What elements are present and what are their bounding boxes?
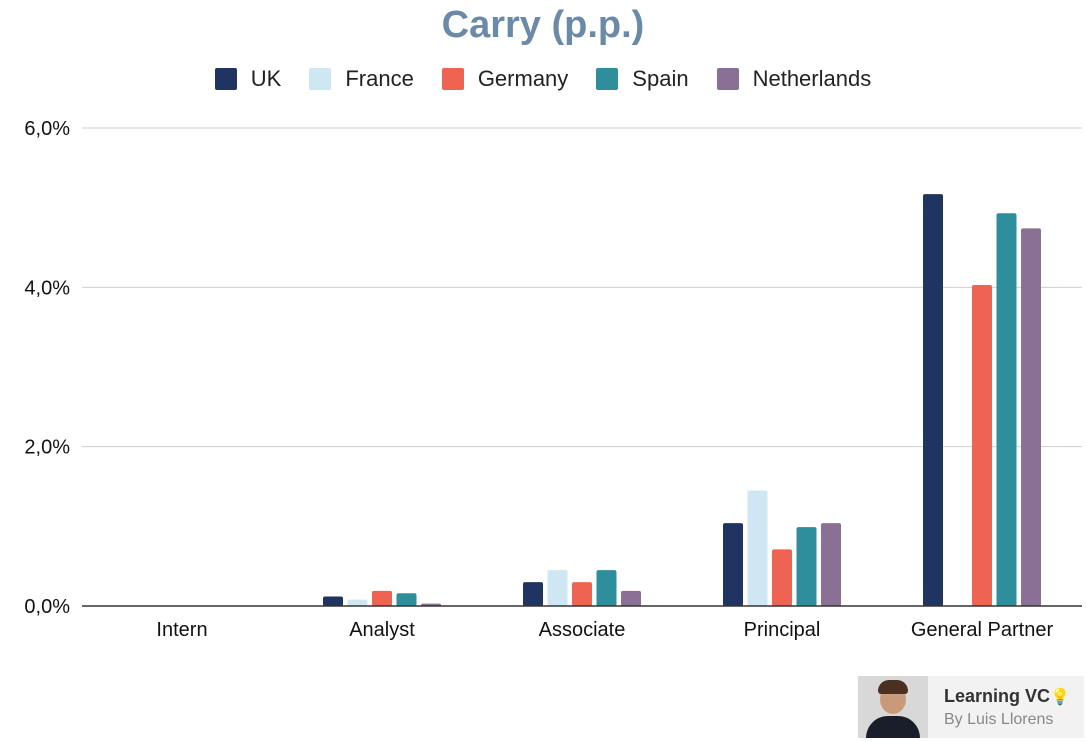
legend-swatch-germany bbox=[441, 68, 464, 90]
y-tick-label: 6,0% bbox=[24, 118, 70, 140]
bar-spain-general-partner bbox=[996, 213, 1017, 606]
legend: UK France Germany Spain Netherlands bbox=[0, 66, 1086, 92]
bar-germany-analyst bbox=[372, 590, 392, 606]
x-tick-label: Intern bbox=[156, 619, 207, 641]
bar-germany-general-partner bbox=[972, 284, 992, 606]
legend-label-spain: Spain bbox=[632, 66, 689, 91]
legend-item-spain: Spain bbox=[596, 66, 689, 92]
bar-spain-associate bbox=[596, 570, 617, 606]
legend-item-germany: Germany bbox=[441, 66, 569, 92]
bar-uk-associate bbox=[523, 582, 543, 606]
legend-swatch-france bbox=[309, 68, 332, 90]
bar-spain-analyst bbox=[396, 593, 417, 606]
bar-france-principal bbox=[747, 490, 768, 606]
legend-swatch-netherlands bbox=[716, 68, 739, 90]
legend-label-uk: UK bbox=[250, 66, 282, 91]
brand-name: Learning VC💡 bbox=[944, 685, 1070, 706]
legend-label-france: France bbox=[345, 66, 414, 91]
bar-uk-general-partner bbox=[923, 194, 943, 606]
x-tick-label: General Partner bbox=[911, 619, 1054, 641]
y-tick-label: 0,0% bbox=[24, 596, 70, 618]
legend-item-france: France bbox=[309, 66, 414, 92]
legend-label-netherlands: Netherlands bbox=[752, 66, 872, 91]
bar-netherlands-general-partner bbox=[1021, 228, 1041, 606]
y-tick-label: 2,0% bbox=[24, 437, 70, 459]
brand-byline: By Luis Llorens bbox=[944, 710, 1054, 728]
legend-label-germany: Germany bbox=[477, 66, 569, 91]
bar-france-associate bbox=[547, 570, 568, 606]
x-tick-label: Principal bbox=[744, 619, 821, 641]
bar-spain-principal bbox=[796, 527, 817, 606]
bar-germany-principal bbox=[772, 549, 792, 606]
x-tick-label: Analyst bbox=[349, 619, 415, 641]
y-tick-label: 4,0% bbox=[24, 277, 70, 299]
legend-item-netherlands: Netherlands bbox=[716, 66, 872, 92]
bar-uk-principal bbox=[723, 523, 743, 606]
legend-swatch-spain bbox=[596, 68, 619, 90]
bar-germany-associate bbox=[572, 582, 592, 606]
bar-netherlands-associate bbox=[621, 590, 641, 606]
bar-uk-analyst bbox=[323, 596, 343, 606]
lightbulb-icon: 💡 bbox=[1050, 688, 1070, 706]
legend-item-uk: UK bbox=[214, 66, 282, 92]
brand-badge: Learning VC💡 By Luis Llorens bbox=[858, 676, 1084, 738]
avatar bbox=[858, 676, 928, 738]
chart-title: Carry (p.p.) bbox=[441, 4, 645, 46]
bar-netherlands-principal bbox=[821, 523, 841, 606]
bar-france-analyst bbox=[347, 599, 368, 606]
x-tick-label: Associate bbox=[539, 619, 626, 641]
legend-swatch-uk bbox=[214, 68, 237, 90]
